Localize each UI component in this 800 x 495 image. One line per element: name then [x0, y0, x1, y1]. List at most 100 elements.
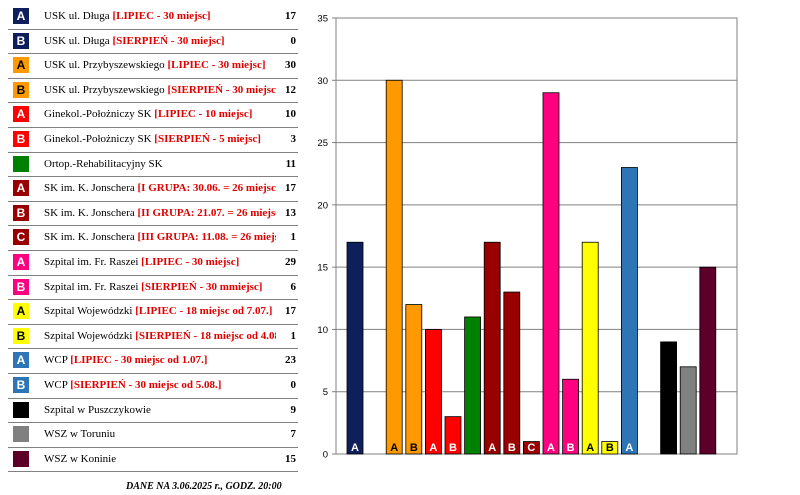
legend-color-swatch: A — [13, 8, 29, 24]
legend-count: 0 — [290, 34, 297, 47]
legend-row: A USK ul. Przybyszewskiego [LIPIEC - 30 m… — [8, 53, 298, 79]
bar-group-label: A — [625, 442, 633, 454]
legend-label: Szpital Wojewódzki [LIPIEC - 18 miejsc o… — [44, 305, 276, 317]
legend-color-swatch: A — [13, 106, 29, 123]
bar — [660, 341, 678, 455]
legend-count: 7 — [290, 428, 297, 441]
legend-color-swatch: A — [13, 254, 29, 270]
legend-color-swatch: A — [13, 180, 29, 197]
legend-count: 29 — [285, 256, 296, 268]
bar-group-label: B — [606, 442, 614, 454]
legend-color-swatch — [13, 401, 29, 418]
legend-label: Ortop.-Rehabilitacyjny SK — [44, 158, 276, 170]
legend-count: 17 — [285, 305, 296, 318]
legend-row: C SK im. K. Jonschera [III GRUPA: 11.08. … — [8, 225, 298, 251]
bar — [483, 241, 501, 455]
legend-detail: [SIERPIEŃ - 30 miejsc] — [167, 83, 276, 96]
legend-detail: [LIPIEC - 30 miejsc] — [141, 256, 240, 268]
legend-label: SK im. K. Jonschera [III GRUPA: 11.08. =… — [44, 231, 276, 243]
bar — [679, 366, 697, 455]
y-tick-label: 0 — [323, 450, 328, 461]
legend-color-swatch: B — [13, 131, 29, 147]
bar — [542, 92, 560, 455]
legend-row: WSZ w Koninie 15 — [8, 447, 298, 473]
legend-label: USK ul. Długa [LIPIEC - 30 miejsc] — [44, 10, 276, 22]
legend-row: B USK ul. Przybyszewskiego [SIERPIEŃ - 30… — [8, 78, 298, 104]
legend-row: A SK im. K. Jonschera [I GRUPA: 30.06. = … — [8, 176, 298, 202]
legend-row: B Szpital Wojewódzki [SIERPIEŃ - 18 miejs… — [8, 324, 298, 350]
bar-group-label: A — [429, 442, 437, 454]
bar-group-label: A — [547, 442, 555, 454]
bar — [601, 441, 619, 455]
legend-hospital-name: Szpital im. Fr. Raszei — [44, 280, 139, 293]
legend-label: USK ul. Przybyszewskiego [SIERPIEŃ - 30 … — [44, 84, 276, 96]
legend-label: WSZ w Toruniu — [44, 428, 276, 440]
legend-count: 11 — [285, 157, 296, 170]
legend-color-swatch: A — [13, 303, 29, 320]
legend-count: 10 — [285, 108, 296, 121]
legend-row: WSZ w Toruniu 7 — [8, 422, 298, 448]
bar — [620, 167, 638, 455]
bar-group-label: B — [567, 442, 575, 454]
legend-hospital-name: Ginekol.-Położniczy SK — [44, 108, 152, 121]
y-tick-label: 30 — [317, 76, 328, 87]
legend-count: 6 — [290, 280, 297, 293]
legend-detail: [LIPIEC - 18 miejsc od 7.07.] — [135, 305, 273, 318]
legend-hospital-name: SK im. K. Jonschera — [44, 182, 135, 195]
legend-color-swatch: A — [13, 57, 29, 74]
legend-row: A Szpital im. Fr. Raszei [LIPIEC - 30 mie… — [8, 250, 298, 276]
data-timestamp-note: DANE NA 3.06.2025 r., GODZ. 20:00 — [126, 481, 282, 492]
legend-count: 17 — [285, 10, 296, 22]
legend-color-swatch — [13, 426, 29, 443]
legend-row: B USK ul. Długa [SIERPIEŃ - 30 miejsc] 0 — [8, 29, 298, 55]
bar-group-label: B — [410, 442, 418, 454]
legend-hospital-name: WSZ w Koninie — [44, 452, 117, 465]
legend-row: A Ginekol.-Położniczy SK [LIPIEC - 10 mie… — [8, 102, 298, 128]
legend-color-swatch: B — [13, 377, 29, 393]
legend-count: 30 — [285, 59, 296, 72]
legend-hospital-name: Ortop.-Rehabilitacyjny SK — [44, 157, 163, 170]
bar-group-label: C — [527, 442, 535, 454]
legend-label: Szpital Wojewódzki [SIERPIEŃ - 18 miejsc… — [44, 330, 276, 342]
legend-count: 17 — [285, 182, 296, 195]
y-tick-label: 10 — [317, 325, 328, 336]
legend-label: Szpital im. Fr. Raszei [SIERPIEŃ - 30 mm… — [44, 281, 276, 293]
legend-hospital-name: USK ul. Długa — [44, 10, 110, 22]
bar-group-label: A — [351, 442, 359, 454]
bar — [699, 266, 717, 455]
legend-hospital-name: Szpital Wojewódzki — [44, 329, 133, 342]
bar — [562, 378, 580, 455]
legend-color-swatch — [13, 450, 29, 467]
bar — [503, 291, 521, 455]
legend-color-swatch: B — [13, 327, 29, 344]
legend-hospital-name: WCP — [44, 354, 68, 367]
legend-hospital-name: SK im. K. Jonschera — [44, 206, 135, 219]
y-tick-label: 5 — [323, 387, 328, 398]
legend-hospital-name: WSZ w Toruniu — [44, 428, 116, 441]
legend-row: A WCP [LIPIEC - 30 miejsc od 1.07.] 23 — [8, 348, 298, 374]
bar-group-label: A — [390, 442, 398, 454]
bar — [581, 241, 599, 455]
y-tick-label: 35 — [317, 14, 328, 25]
legend-detail: [LIPIEC - 10 miejsc] — [154, 108, 253, 121]
legend-row: B Szpital im. Fr. Raszei [SIERPIEŃ - 30 m… — [8, 275, 298, 301]
legend-count: 0 — [290, 379, 297, 391]
bar-group-label: B — [508, 442, 516, 454]
legend-detail: [LIPIEC - 30 miejsc] — [112, 10, 211, 22]
bar — [425, 329, 442, 455]
legend-detail: [SIERPIEŃ - 30 miejsc od 5.08.] — [70, 379, 222, 391]
legend-hospital-name: USK ul. Przybyszewskiego — [44, 59, 165, 72]
legend-label: WSZ w Koninie — [44, 453, 276, 465]
legend-label: USK ul. Przybyszewskiego [LIPIEC - 30 mi… — [44, 59, 276, 71]
bar — [444, 416, 462, 455]
legend-count: 1 — [290, 329, 297, 342]
legend-detail: [I GRUPA: 30.06. = 26 miejsc] — [137, 182, 277, 195]
legend-row: Szpital w Puszczykowie 9 — [8, 398, 298, 424]
legend-color-swatch: B — [13, 204, 29, 221]
legend-color-swatch: B — [13, 81, 29, 98]
legend-color-swatch — [13, 155, 29, 172]
legend-detail: [SIERPIEŃ - 30 miejsc] — [112, 34, 225, 47]
legend-count: 15 — [285, 452, 296, 465]
bar-group-label: B — [449, 442, 457, 454]
legend-hospital-name: WCP — [44, 379, 68, 391]
